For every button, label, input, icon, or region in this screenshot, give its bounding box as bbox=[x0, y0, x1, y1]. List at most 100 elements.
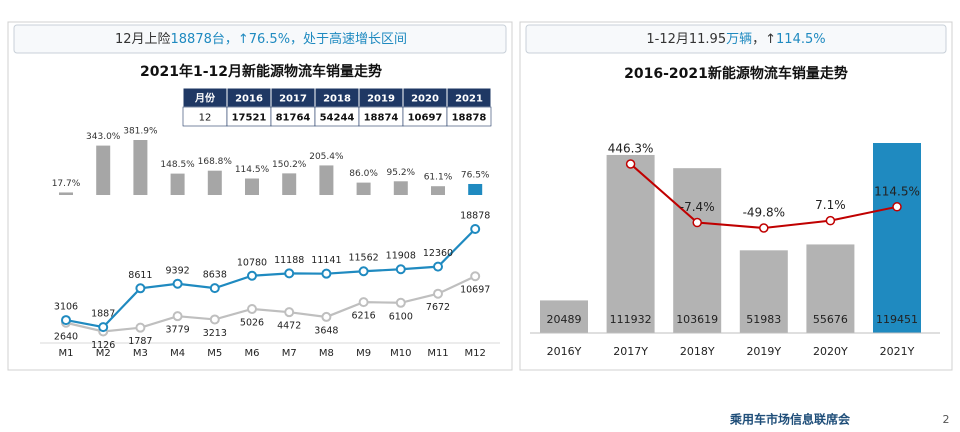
point bbox=[247, 270, 257, 281]
bar-label: 76.5% bbox=[461, 170, 490, 180]
table-header-text: 2017 bbox=[279, 94, 307, 105]
table-header-text: 2020 bbox=[411, 94, 439, 105]
point-label: 18878 bbox=[460, 211, 490, 222]
bar bbox=[170, 173, 185, 195]
bar-label: 119451 bbox=[876, 313, 918, 326]
point-label: 8611 bbox=[128, 270, 152, 281]
point-label: 7.1% bbox=[815, 198, 846, 212]
point-label: 5026 bbox=[240, 317, 264, 328]
header-part: 12月上险 bbox=[115, 32, 171, 47]
table-header-text: 月份 bbox=[194, 92, 216, 105]
x-tick-label: M1 bbox=[59, 348, 74, 359]
point bbox=[135, 322, 146, 333]
x-tick-label: 2021Y bbox=[880, 345, 915, 358]
bar-label: 61.1% bbox=[424, 173, 453, 183]
point-label: 1787 bbox=[128, 336, 152, 347]
x-tick-label: M10 bbox=[390, 348, 411, 359]
point bbox=[892, 202, 902, 212]
bar bbox=[207, 170, 222, 195]
point bbox=[172, 278, 183, 289]
point bbox=[433, 288, 443, 299]
x-tick-label: 2018Y bbox=[680, 345, 715, 358]
point bbox=[321, 268, 332, 279]
table-cell-text: 12 bbox=[199, 113, 212, 124]
point bbox=[284, 307, 295, 318]
x-tick-label: 2020Y bbox=[813, 345, 848, 358]
x-tick-label: M8 bbox=[319, 348, 334, 359]
bar bbox=[873, 143, 921, 333]
point-label: 6216 bbox=[352, 311, 376, 322]
x-tick-label: M9 bbox=[356, 348, 371, 359]
point-label: -7.4% bbox=[680, 200, 715, 214]
table-header-text: 2021 bbox=[455, 94, 483, 105]
point bbox=[395, 297, 406, 308]
table-cell bbox=[446, 106, 492, 127]
point-label: -49.8% bbox=[743, 206, 785, 220]
point-label: 3213 bbox=[203, 328, 227, 339]
bar-label: 205.4% bbox=[309, 152, 344, 162]
table-header-text: 2019 bbox=[367, 94, 395, 105]
header-part: 1-12月11.95 bbox=[646, 32, 726, 47]
point bbox=[395, 264, 406, 275]
point bbox=[172, 311, 183, 322]
bar bbox=[431, 186, 445, 195]
point-label: 11908 bbox=[386, 251, 416, 262]
chart-title: 2021年1-12月新能源物流车销量走势 bbox=[140, 63, 382, 80]
table-header-text: 2016 bbox=[235, 94, 263, 105]
bar bbox=[393, 181, 408, 195]
point-label: 10697 bbox=[460, 285, 490, 296]
point bbox=[209, 283, 220, 294]
table-cell-text: 10697 bbox=[408, 113, 443, 124]
point-label: 11562 bbox=[348, 253, 378, 264]
bar-label: 111932 bbox=[610, 313, 652, 326]
x-tick-label: M12 bbox=[465, 348, 486, 359]
bar-label: 55676 bbox=[813, 313, 848, 326]
point-label: 11188 bbox=[274, 255, 304, 266]
header-part: ，↑ bbox=[752, 32, 776, 47]
bar-label: 20489 bbox=[547, 313, 582, 326]
x-tick-label: 2019Y bbox=[746, 345, 781, 358]
point bbox=[284, 268, 295, 279]
bar-label: 86.0% bbox=[349, 169, 378, 179]
bar bbox=[133, 140, 148, 195]
bar bbox=[468, 183, 483, 195]
x-tick-label: 2016Y bbox=[547, 345, 582, 358]
bar-label: 150.2% bbox=[272, 160, 307, 170]
point bbox=[358, 266, 369, 277]
point bbox=[692, 217, 702, 228]
point-label: 3106 bbox=[54, 302, 78, 313]
point-label: 446.3% bbox=[608, 142, 654, 156]
point-label: 6100 bbox=[389, 311, 413, 322]
bar-label: 114.5% bbox=[235, 165, 270, 175]
point bbox=[625, 159, 636, 169]
table-cell-text: 18878 bbox=[452, 113, 487, 124]
x-tick-label: M3 bbox=[133, 348, 148, 359]
table-cell-text: 18874 bbox=[364, 113, 399, 124]
x-tick-label: M6 bbox=[245, 348, 260, 359]
bar-label: 51983 bbox=[746, 313, 781, 326]
line bbox=[65, 275, 476, 333]
table-cell-text: 81764 bbox=[276, 113, 311, 124]
bar bbox=[96, 145, 111, 195]
table-header-text: 2018 bbox=[323, 94, 351, 105]
bar bbox=[356, 182, 371, 195]
left-header: 12月上险18878台，↑76.5%，处于高速增长区间 bbox=[115, 31, 407, 47]
bar bbox=[739, 250, 788, 333]
x-tick-label: M11 bbox=[427, 348, 448, 359]
x-tick-label: M5 bbox=[207, 348, 222, 359]
point-label: 3779 bbox=[166, 325, 190, 336]
right-header-box bbox=[525, 24, 947, 54]
x-tick-label: M4 bbox=[170, 348, 185, 359]
point bbox=[358, 297, 369, 308]
point-label: 1887 bbox=[91, 309, 115, 320]
line bbox=[65, 228, 476, 329]
bar bbox=[806, 244, 855, 333]
header-part: 114.5% bbox=[776, 32, 826, 47]
bar-label: 343.0% bbox=[86, 132, 121, 142]
point-label: 2640 bbox=[54, 331, 78, 342]
point bbox=[470, 224, 481, 234]
point-label: 10780 bbox=[237, 257, 267, 268]
left-header-box bbox=[13, 24, 507, 54]
bar bbox=[540, 300, 588, 333]
point bbox=[98, 322, 109, 333]
